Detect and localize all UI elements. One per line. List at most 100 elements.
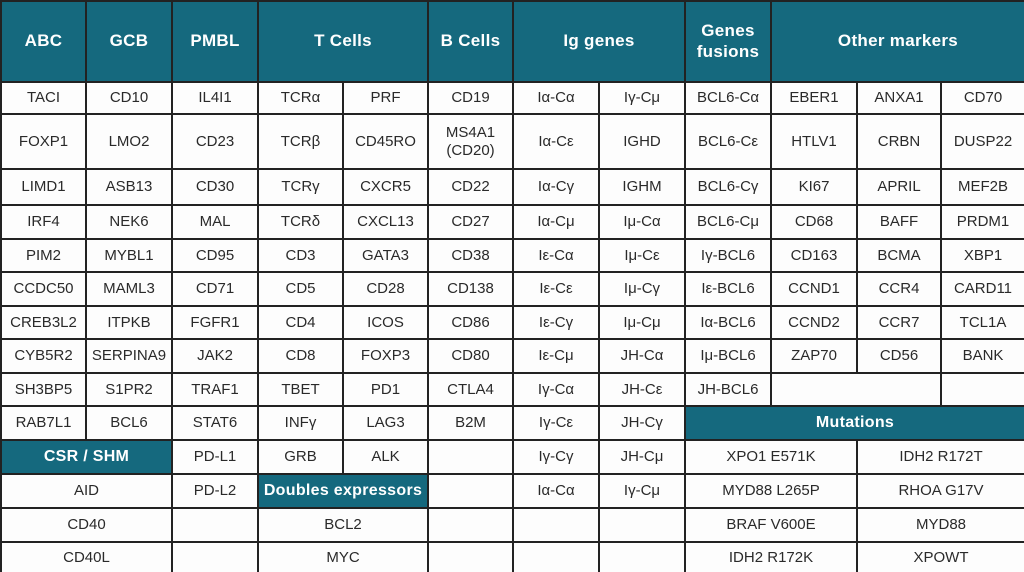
marker-cell: INFγ [257,405,344,441]
marker-cell: IL4I1 [171,81,259,115]
marker-cell: BANK [940,338,1024,374]
marker-cell: ITPKB [85,305,173,340]
marker-cell: RHOA G17V [856,473,1024,509]
marker-cell: DUSP22 [940,113,1024,170]
empty-cell [171,507,259,543]
marker-cell: BCL6-Cμ [684,204,772,240]
empty-cell [512,541,600,572]
marker-cell: CYB5R2 [0,338,87,374]
marker-cell: CD45RO [342,113,429,170]
marker-cell: TCRγ [257,168,344,206]
marker-cell: CD28 [342,271,429,307]
marker-cell: PD-L2 [171,473,259,509]
marker-cell: CD56 [856,338,942,374]
empty-cell [770,372,942,407]
marker-cell: Iγ-Cα [512,372,600,407]
marker-cell: Iμ-Cα [598,204,686,240]
marker-cell: FOXP1 [0,113,87,170]
table-row: CSR / SHM PD-L1 GRB ALK Iγ-Cγ JH-Cμ XPO1 E571K… [0,439,1024,475]
marker-cell: CREB3L2 [0,305,87,340]
marker-cell: NEK6 [85,204,173,240]
empty-cell [940,372,1024,407]
table-row: CD40L MYC IDH2 R172K XPOWT [0,541,1024,572]
marker-cell: CCR7 [856,305,942,340]
marker-cell: FOXP3 [342,338,429,374]
marker-cell: ALK [342,439,429,475]
table-row: CCDC50 MAML3 CD71 CD5 CD28 CD138 Iε-Cε Iμ-Cγ Iε-… [0,271,1024,307]
table-row: FOXP1 LMO2 CD23 TCRβ CD45RO MS4A1 (CD20) Iα-Cε… [0,113,1024,170]
marker-cell: ZAP70 [770,338,858,374]
marker-cell: IGHM [598,168,686,206]
marker-cell: CD40L [0,541,173,572]
table-row: RAB7L1 BCL6 STAT6 INFγ LAG3 B2M Iγ-Cε JH-Cγ Muta… [0,405,1024,441]
empty-cell [427,439,514,475]
table-row: PIM2 MYBL1 CD95 CD3 GATA3 CD38 Iε-Cα Iμ-Cε Iγ-BC… [0,238,1024,273]
marker-cell: TCRδ [257,204,344,240]
marker-cell: Iα-Cα [512,81,600,115]
marker-cell: CD71 [171,271,259,307]
column-header-other-markers: Other markers [770,0,1024,83]
column-header-abc: ABC [0,0,87,83]
marker-cell: ANXA1 [856,81,942,115]
marker-cell: XBP1 [940,238,1024,273]
marker-cell: ICOS [342,305,429,340]
marker-cell: CD10 [85,81,173,115]
marker-cell: Iγ-BCL6 [684,238,772,273]
marker-cell: CD68 [770,204,858,240]
marker-cell: Iμ-BCL6 [684,338,772,374]
marker-cell: CD163 [770,238,858,273]
marker-cell: JH-Cγ [598,405,686,441]
marker-cell: TCRα [257,81,344,115]
marker-cell: JAK2 [171,338,259,374]
marker-cell: CD30 [171,168,259,206]
table-row: CD40 BCL2 BRAF V600E MYD88 [0,507,1024,543]
marker-cell: AID [0,473,173,509]
marker-cell: CD19 [427,81,514,115]
marker-cell: PIM2 [0,238,87,273]
empty-cell [427,473,514,509]
marker-cell: XPOWT [856,541,1024,572]
marker-cell: CD95 [171,238,259,273]
marker-cell: IDH2 R172T [856,439,1024,475]
marker-cell: PD1 [342,372,429,407]
marker-cell: BCL6-Cε [684,113,772,170]
marker-cell: JH-Cμ [598,439,686,475]
marker-cell: SERPINA9 [85,338,173,374]
marker-cell: CCND1 [770,271,858,307]
column-header-b-cells: B Cells [427,0,514,83]
marker-cell: CD5 [257,271,344,307]
table-row: LIMD1 ASB13 CD30 TCRγ CXCR5 CD22 Iα-Cγ IGHM BCL6… [0,168,1024,206]
table-row: IRF4 NEK6 MAL TCRδ CXCL13 CD27 Iα-Cμ Iμ-Cα BCL6-… [0,204,1024,240]
marker-cell: BCMA [856,238,942,273]
marker-cell: CRBN [856,113,942,170]
marker-cell: CTLA4 [427,372,514,407]
empty-cell [427,507,514,543]
table-row: SH3BP5 S1PR2 TRAF1 TBET PD1 CTLA4 Iγ-Cα JH-Cε JH… [0,372,1024,407]
marker-cell: GATA3 [342,238,429,273]
marker-cell: SH3BP5 [0,372,87,407]
marker-cell: IDH2 R172K [684,541,858,572]
marker-cell: CARD11 [940,271,1024,307]
marker-cell: Iμ-Cε [598,238,686,273]
marker-cell: CD23 [171,113,259,170]
table-row: AID PD-L2 Doubles expressors Iα-Cα Iγ-Cμ MYD8… [0,473,1024,509]
marker-cell: BRAF V600E [684,507,858,543]
marker-cell: ASB13 [85,168,173,206]
empty-cell [598,541,686,572]
marker-cell: MYC [257,541,429,572]
marker-cell: CCR4 [856,271,942,307]
marker-cell: BCL6 [85,405,173,441]
column-header-pmbl: PMBL [171,0,259,83]
marker-cell: TACI [0,81,87,115]
marker-cell: GRB [257,439,344,475]
marker-cell: CD138 [427,271,514,307]
marker-cell: MS4A1 (CD20) [427,113,514,170]
marker-cell: Iε-Cμ [512,338,600,374]
marker-cell: PRF [342,81,429,115]
marker-cell: Iα-BCL6 [684,305,772,340]
marker-cell: MYD88 [856,507,1024,543]
marker-cell: JH-Cα [598,338,686,374]
marker-cell: Iα-Cα [512,473,600,509]
marker-cell: LAG3 [342,405,429,441]
